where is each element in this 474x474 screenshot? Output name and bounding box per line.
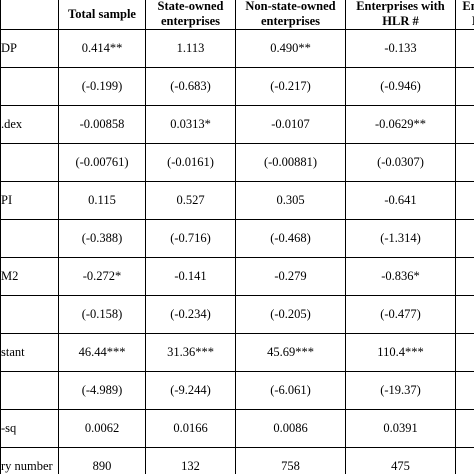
cell — [455, 371, 474, 410]
cell: -0.00858 — [58, 105, 146, 144]
cell — [455, 181, 474, 220]
table-row: (-4.989) (-9.244) (-6.061) (-19.37) — [0, 371, 474, 410]
cell: 0.490** — [235, 29, 346, 68]
cell: 0.0391 — [345, 409, 456, 448]
header-cell: Ent with HLR — [455, 0, 474, 30]
cell: (-0.468) — [235, 219, 346, 258]
cell: (-19.37) — [345, 371, 456, 410]
cell: (-0.217) — [235, 67, 346, 106]
cell: 31.36*** — [145, 333, 236, 372]
cell: 0.527 — [145, 181, 236, 220]
header-cell: Total sample — [58, 0, 146, 30]
header-cell: Enterprises with HLR # — [345, 0, 456, 30]
cell: -0.279 — [235, 257, 346, 296]
row-label: .dex — [0, 105, 59, 144]
table-row: (-0.388) (-0.716) (-0.468) (-1.314) — [0, 219, 474, 258]
header-cell: Non-state-owned enterprises — [235, 0, 346, 30]
row-label — [0, 295, 59, 334]
cell — [455, 219, 474, 258]
cell: 1.113 — [145, 29, 236, 68]
cell: (-9.244) — [145, 371, 236, 410]
cell: 758 — [235, 447, 346, 474]
cell: 16. — [455, 333, 474, 372]
cell — [455, 295, 474, 334]
cell: -0.0107 — [235, 105, 346, 144]
cell: 0.0062 — [58, 409, 146, 448]
table-row: (-0.158) (-0.234) (-0.205) (-0.477) — [0, 295, 474, 334]
cell: 890 — [58, 447, 146, 474]
cell: (-0.477) — [345, 295, 456, 334]
cell: -0.141 — [145, 257, 236, 296]
cell: (-0.716) — [145, 219, 236, 258]
row-label: M2 — [0, 257, 59, 296]
cell: (-0.00761) — [58, 143, 146, 182]
row-label: -sq — [0, 409, 59, 448]
cell: -0.641 — [345, 181, 456, 220]
header-cell — [0, 0, 59, 30]
cell: (-0.0161) — [145, 143, 236, 182]
cell: 132 — [145, 447, 236, 474]
row-label: DP — [0, 29, 59, 68]
cell: 475 — [345, 447, 456, 474]
cell: (-0 — [455, 143, 474, 182]
cell: 0.0086 — [235, 409, 346, 448]
cell: (-0.158) — [58, 295, 146, 334]
row-label: stant — [0, 333, 59, 372]
cell — [455, 409, 474, 448]
cell: 0.115 — [58, 181, 146, 220]
cell: (-0.388) — [58, 219, 146, 258]
cell — [455, 447, 474, 474]
table-row: PI 0.115 0.527 0.305 -0.641 — [0, 181, 474, 220]
cell — [455, 29, 474, 68]
cell: -0.836* — [345, 257, 456, 296]
cell: 0.414** — [58, 29, 146, 68]
row-label: ry number — [0, 447, 59, 474]
cell: (-4.989) — [58, 371, 146, 410]
cell: (-0.0307) — [345, 143, 456, 182]
cell: (-0.946) — [345, 67, 456, 106]
cell: (-0.205) — [235, 295, 346, 334]
cell: 0.0166 — [145, 409, 236, 448]
table-row: DP 0.414** 1.113 0.490** -0.133 — [0, 29, 474, 68]
cell: (-0.199) — [58, 67, 146, 106]
cell — [455, 67, 474, 106]
row-label — [0, 219, 59, 258]
cell: (-6.061) — [235, 371, 346, 410]
cell: (-0.683) — [145, 67, 236, 106]
row-label — [0, 67, 59, 106]
cell: -0.272* — [58, 257, 146, 296]
cell: 0.0313* — [145, 105, 236, 144]
table-row: (-0.00761)(-0.0161)(-0.00881)(-0.0307)(-… — [0, 143, 474, 182]
cell: (-0.234) — [145, 295, 236, 334]
cell: 45.69*** — [235, 333, 346, 372]
cell: -0.133 — [345, 29, 456, 68]
table-row: (-0.199) (-0.683) (-0.217) (-0.946) — [0, 67, 474, 106]
header-cell: State-owned enterprises — [145, 0, 236, 30]
row-label — [0, 143, 59, 182]
cell: (-0.00881) — [235, 143, 346, 182]
header-row: Total sample State-owned enterprises Non-s… — [0, 0, 474, 30]
cell: -0.0629** — [345, 105, 456, 144]
table-row: M2 -0.272* -0.141 -0.279 -0.836* — [0, 257, 474, 296]
cell: (-1.314) — [345, 219, 456, 258]
cell — [455, 257, 474, 296]
table-row: ry number 890 132 758 475 — [0, 447, 474, 474]
cell: 110.4*** — [345, 333, 456, 372]
row-label — [0, 371, 59, 410]
cell: 0.305 — [235, 181, 346, 220]
table-row: -sq 0.0062 0.0166 0.0086 0.0391 — [0, 409, 474, 448]
cell: 46.44*** — [58, 333, 146, 372]
row-label: PI — [0, 181, 59, 220]
table-body: DP 0.414** 1.113 0.490** -0.133 (-0.199) (-0.6… — [0, 29, 474, 474]
cell: -0.0 — [455, 105, 474, 144]
